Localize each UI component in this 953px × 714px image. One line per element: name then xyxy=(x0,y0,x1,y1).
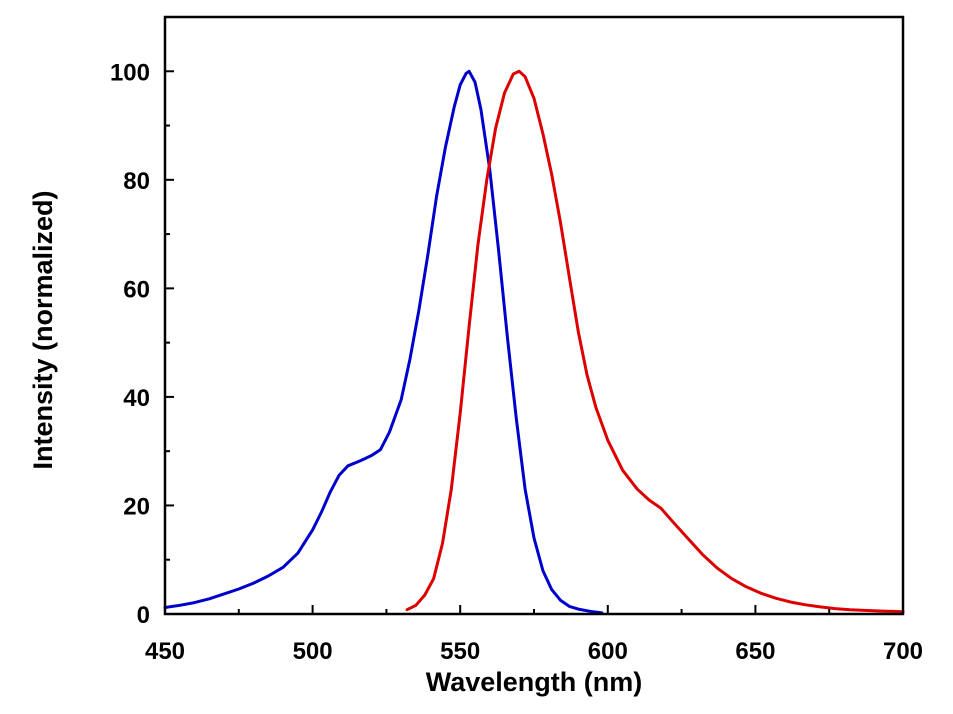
x-tick-label: 600 xyxy=(588,638,628,665)
y-tick-label: 60 xyxy=(123,276,150,303)
labels-layer: 450 500 550 600 650 700 0 20 40 60 80 100 xyxy=(110,59,923,665)
x-tick-label: 650 xyxy=(735,638,775,665)
x-tick-label: 550 xyxy=(440,638,480,665)
series-line-2 xyxy=(405,69,905,614)
series-layer xyxy=(163,69,905,615)
series-line-1 xyxy=(163,69,604,615)
y-tick-label: 80 xyxy=(123,168,150,195)
x-tick-label: 700 xyxy=(883,638,923,665)
ticks-layer xyxy=(164,16,904,615)
y-tick-label: 40 xyxy=(123,385,150,412)
x-axis-title: Wavelength (nm) xyxy=(426,667,643,697)
y-axis-title: Intensity (normalized) xyxy=(28,190,58,469)
y-tick-label: 0 xyxy=(137,602,150,629)
y-tick-label: 100 xyxy=(110,59,150,86)
x-tick-label: 450 xyxy=(145,638,185,665)
x-tick-label: 500 xyxy=(293,638,333,665)
plot-frame xyxy=(163,15,905,616)
y-tick-label: 20 xyxy=(123,493,150,520)
